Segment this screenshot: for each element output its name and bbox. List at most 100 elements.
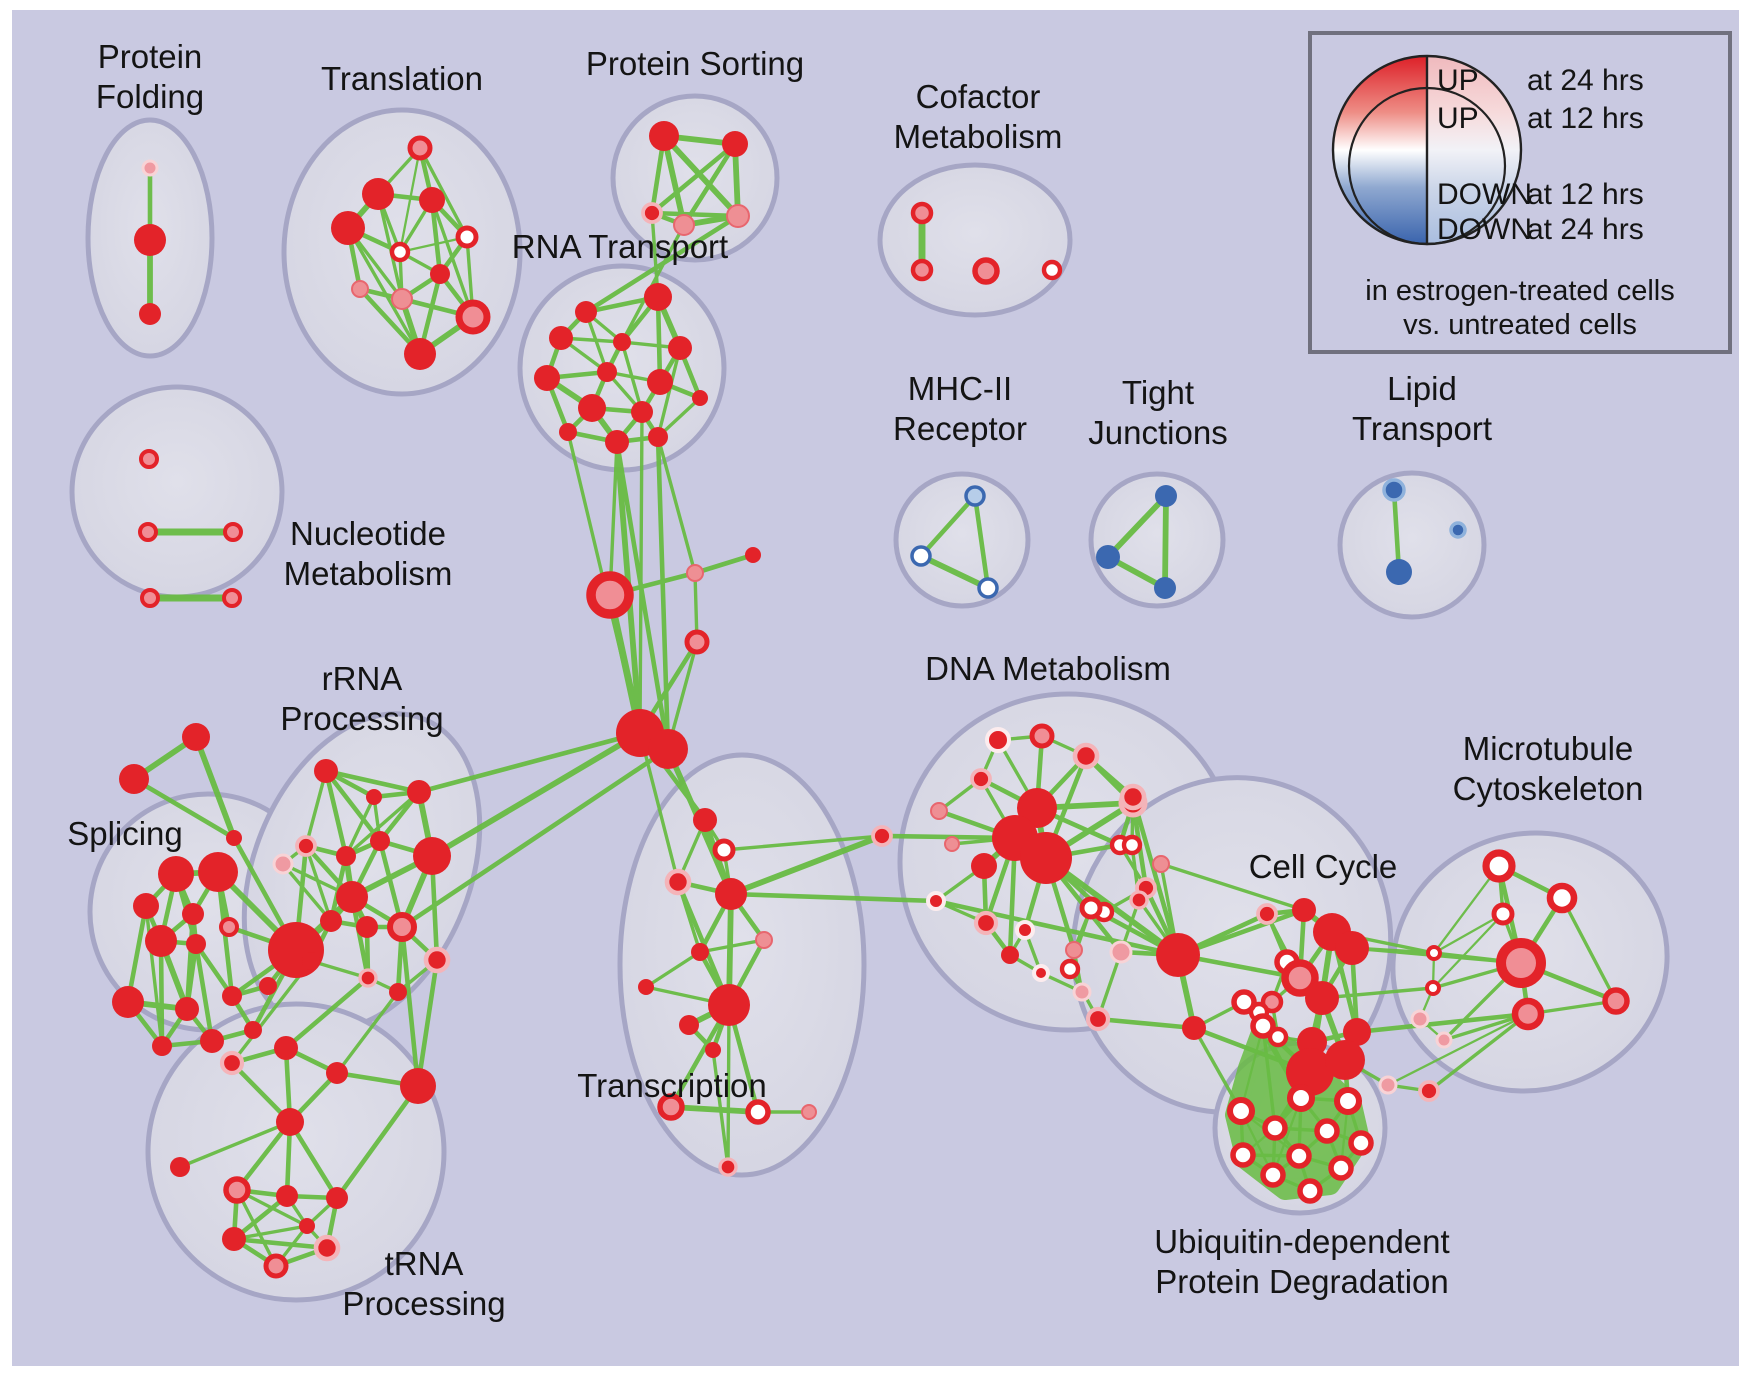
gene-node-cell-cycle[interactable] <box>1281 959 1319 997</box>
gene-node-splicing[interactable] <box>182 903 204 925</box>
gene-node-trna-processing[interactable] <box>274 1036 298 1060</box>
gene-node-splicing[interactable] <box>152 1036 172 1056</box>
gene-node-cofactor-metabolism[interactable] <box>972 257 1000 285</box>
gene-node-translation[interactable] <box>430 264 450 284</box>
gene-node-translation[interactable] <box>391 288 413 310</box>
gene-node-splicing[interactable] <box>198 852 238 892</box>
gene-node-rrna-processing[interactable] <box>356 916 378 938</box>
gene-node-rna-transport[interactable] <box>559 423 577 441</box>
gene-node-splicing[interactable] <box>145 925 177 957</box>
gene-node-rrna-processing[interactable] <box>302 952 320 970</box>
gene-node-microtubule-cytoskeleton[interactable] <box>1482 849 1516 883</box>
gene-node-ubiquitin-degradation[interactable] <box>1230 1142 1256 1168</box>
gene-node-dna-metabolism[interactable] <box>1065 941 1083 959</box>
gene-node-connectors[interactable] <box>686 564 704 582</box>
gene-node-transcription[interactable] <box>691 943 709 961</box>
gene-node-dna-metabolism[interactable] <box>871 825 893 847</box>
gene-node-transcription[interactable] <box>718 1157 738 1177</box>
gene-node-cofactor-metabolism[interactable] <box>910 258 934 282</box>
gene-node-mhc-ii-receptor[interactable] <box>977 577 999 599</box>
gene-node-microtubule-cytoskeleton[interactable] <box>1410 1009 1430 1029</box>
gene-node-cell-cycle[interactable] <box>1267 1026 1289 1048</box>
gene-node-mhc-ii-receptor[interactable] <box>910 545 932 567</box>
gene-node-ubiquitin-degradation[interactable] <box>1260 1162 1286 1188</box>
gene-node-dna-metabolism[interactable] <box>971 853 997 879</box>
gene-node-splicing[interactable] <box>219 917 239 937</box>
gene-node-ubiquitin-degradation[interactable] <box>1286 1143 1312 1169</box>
gene-node-tight-junctions[interactable] <box>1155 485 1177 507</box>
gene-node-lipid-transport[interactable] <box>1386 559 1412 585</box>
gene-node-rrna-processing[interactable] <box>336 846 356 866</box>
gene-node-dna-metabolism[interactable] <box>1032 964 1050 982</box>
gene-node-cell-cycle[interactable] <box>1305 981 1339 1015</box>
gene-node-connectors[interactable] <box>648 729 688 769</box>
gene-node-rrna-processing[interactable] <box>423 946 451 974</box>
gene-node-ubiquitin-degradation[interactable] <box>1297 1178 1323 1204</box>
gene-node-ubiquitin-degradation[interactable] <box>1348 1130 1374 1156</box>
gene-node-splicing[interactable] <box>133 893 159 919</box>
gene-node-translation[interactable] <box>407 135 433 161</box>
gene-node-transcription[interactable] <box>638 979 654 995</box>
gene-node-dna-metabolism[interactable] <box>970 768 992 790</box>
gene-node-transcription[interactable] <box>664 868 692 896</box>
gene-node-splicing[interactable] <box>119 764 149 794</box>
gene-node-rna-transport[interactable] <box>534 365 560 391</box>
gene-node-dna-metabolism[interactable] <box>1017 788 1057 828</box>
gene-node-trna-processing[interactable] <box>263 1253 289 1279</box>
gene-node-cofactor-metabolism[interactable] <box>910 201 934 225</box>
gene-node-dna-metabolism[interactable] <box>1015 920 1035 940</box>
gene-node-translation[interactable] <box>331 211 365 245</box>
gene-node-trna-processing[interactable] <box>299 1218 315 1234</box>
gene-node-dna-metabolism[interactable] <box>973 910 999 936</box>
gene-node-trna-processing[interactable] <box>313 1234 341 1262</box>
gene-node-ubiquitin-degradation[interactable] <box>1226 1096 1256 1126</box>
gene-node-cell-cycle[interactable] <box>1292 898 1316 922</box>
gene-node-transcription[interactable] <box>801 1104 817 1120</box>
gene-node-cell-cycle[interactable] <box>1129 890 1149 910</box>
gene-node-cell-cycle[interactable] <box>1256 903 1278 925</box>
gene-node-trna-processing[interactable] <box>276 1108 304 1136</box>
gene-node-transcription[interactable] <box>657 1093 685 1121</box>
gene-node-protein-sorting[interactable] <box>649 121 679 151</box>
gene-node-dna-metabolism[interactable] <box>1001 946 1019 964</box>
gene-node-lipid-transport[interactable] <box>1382 478 1406 502</box>
gene-node-rna-transport[interactable] <box>613 333 631 351</box>
gene-node-microtubule-cytoskeleton[interactable] <box>1602 987 1630 1015</box>
gene-node-cell-cycle[interactable] <box>1121 834 1143 856</box>
gene-node-lipid-transport[interactable] <box>1449 521 1467 539</box>
gene-node-cofactor-metabolism[interactable] <box>1041 259 1063 281</box>
gene-node-ubiquitin-degradation[interactable] <box>1333 1086 1363 1116</box>
gene-node-nucleotide-metabolism[interactable] <box>138 522 158 542</box>
gene-node-rrna-processing[interactable] <box>387 912 417 942</box>
gene-node-splicing[interactable] <box>226 830 242 846</box>
gene-node-trna-processing[interactable] <box>326 1187 348 1209</box>
gene-node-transcription[interactable] <box>715 878 747 910</box>
gene-node-rna-transport[interactable] <box>631 401 653 423</box>
gene-node-microtubule-cytoskeleton[interactable] <box>1378 1075 1398 1095</box>
gene-node-rrna-processing[interactable] <box>320 910 342 932</box>
gene-node-cell-cycle[interactable] <box>1109 940 1133 964</box>
gene-node-rna-transport[interactable] <box>597 362 617 382</box>
gene-node-transcription[interactable] <box>679 1015 699 1035</box>
gene-node-splicing[interactable] <box>175 997 199 1021</box>
gene-node-rrna-processing[interactable] <box>407 780 431 804</box>
gene-node-connectors[interactable] <box>684 629 710 655</box>
gene-node-translation[interactable] <box>419 187 445 213</box>
gene-node-rrna-processing[interactable] <box>272 853 294 875</box>
gene-node-cell-cycle[interactable] <box>1343 1018 1371 1046</box>
gene-node-protein-sorting[interactable] <box>726 204 750 228</box>
gene-node-microtubule-cytoskeleton[interactable] <box>1546 882 1578 914</box>
gene-node-transcription[interactable] <box>712 838 736 862</box>
gene-node-trna-processing[interactable] <box>223 1176 251 1204</box>
gene-node-translation[interactable] <box>455 225 479 249</box>
gene-node-nucleotide-metabolism[interactable] <box>222 588 242 608</box>
gene-node-trna-processing[interactable] <box>222 1227 246 1251</box>
gene-node-rna-transport[interactable] <box>668 336 692 360</box>
gene-node-cell-cycle[interactable] <box>1079 896 1103 920</box>
gene-node-transcription[interactable] <box>745 1099 771 1125</box>
gene-node-trna-processing[interactable] <box>326 1062 348 1084</box>
gene-node-cell-cycle[interactable] <box>1335 931 1369 965</box>
gene-node-translation[interactable] <box>362 178 394 210</box>
gene-node-rrna-processing[interactable] <box>295 835 317 857</box>
gene-node-microtubule-cytoskeleton[interactable] <box>1496 938 1546 988</box>
